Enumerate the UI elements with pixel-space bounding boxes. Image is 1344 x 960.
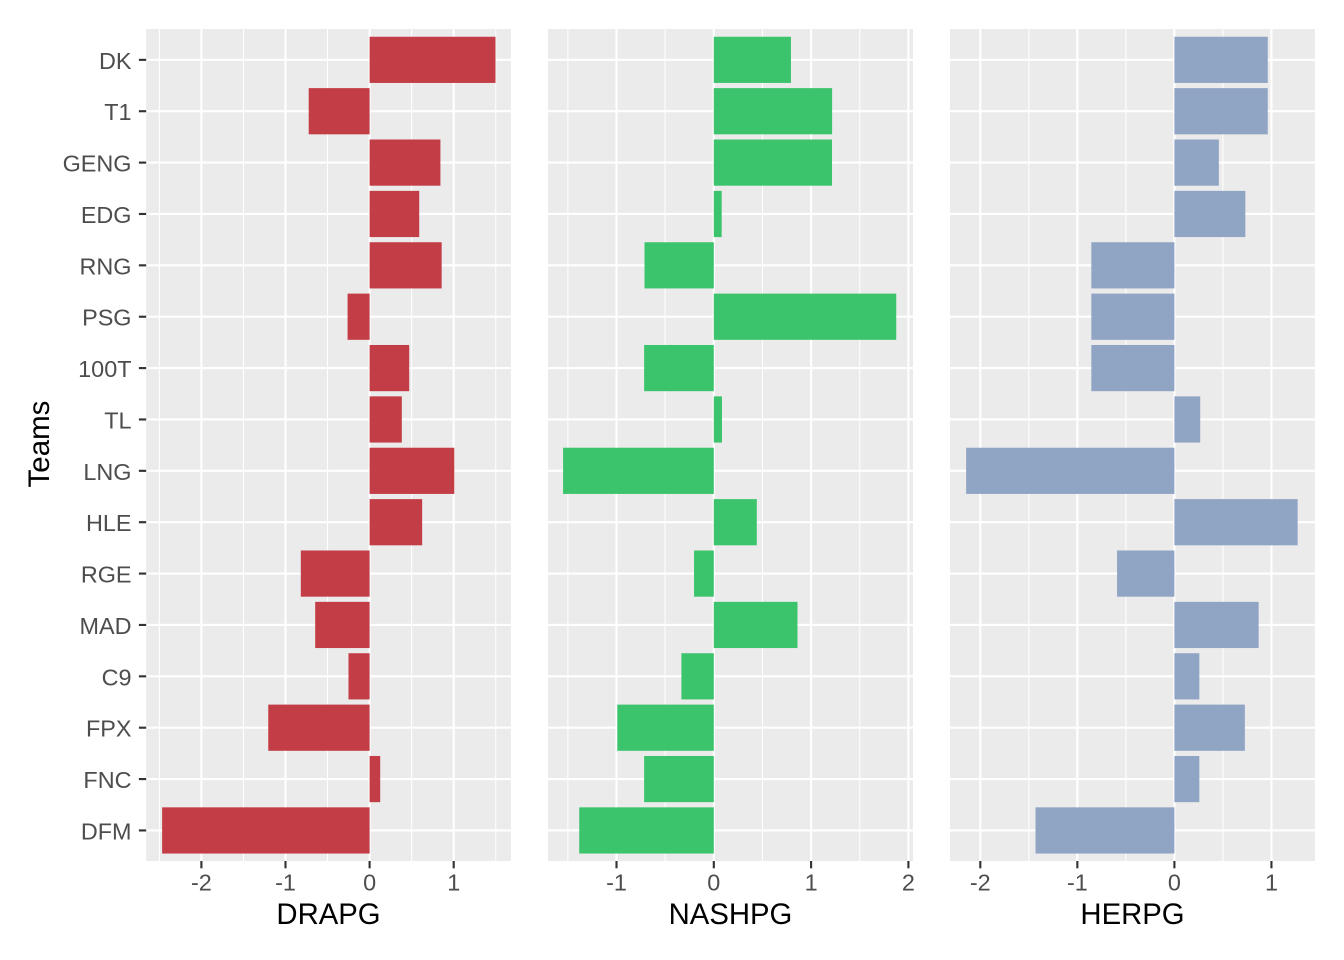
svg-text:LNG: LNG [83, 459, 131, 485]
svg-text:NASHPG: NASHPG [669, 898, 793, 931]
svg-text:0: 0 [363, 870, 376, 896]
svg-text:0: 0 [1168, 870, 1181, 896]
svg-text:RGE: RGE [81, 562, 132, 588]
svg-text:-1: -1 [1067, 870, 1088, 896]
svg-text:DK: DK [99, 48, 132, 74]
svg-text:PSG: PSG [82, 305, 131, 331]
svg-text:0: 0 [707, 870, 720, 896]
svg-text:MAD: MAD [80, 613, 132, 639]
svg-text:FPX: FPX [86, 716, 132, 742]
svg-text:FNC: FNC [83, 767, 131, 793]
svg-text:TL: TL [104, 407, 131, 433]
svg-text:DFM: DFM [81, 818, 132, 844]
svg-text:1: 1 [447, 870, 460, 896]
svg-text:T1: T1 [104, 99, 131, 125]
svg-text:100T: 100T [78, 356, 131, 382]
svg-text:Teams: Teams [23, 401, 56, 488]
svg-text:C9: C9 [102, 664, 132, 690]
svg-text:HLE: HLE [86, 510, 132, 536]
svg-text:-2: -2 [970, 870, 991, 896]
svg-text:-2: -2 [191, 870, 212, 896]
svg-text:1: 1 [805, 870, 818, 896]
svg-text:DRAPG: DRAPG [276, 898, 380, 931]
svg-text:2: 2 [902, 870, 915, 896]
svg-text:HERPG: HERPG [1080, 898, 1184, 931]
svg-text:-1: -1 [275, 870, 296, 896]
svg-text:-1: -1 [606, 870, 627, 896]
svg-text:GENG: GENG [63, 151, 132, 177]
svg-text:EDG: EDG [81, 202, 132, 228]
svg-text:RNG: RNG [80, 253, 132, 279]
svg-text:1: 1 [1265, 870, 1278, 896]
